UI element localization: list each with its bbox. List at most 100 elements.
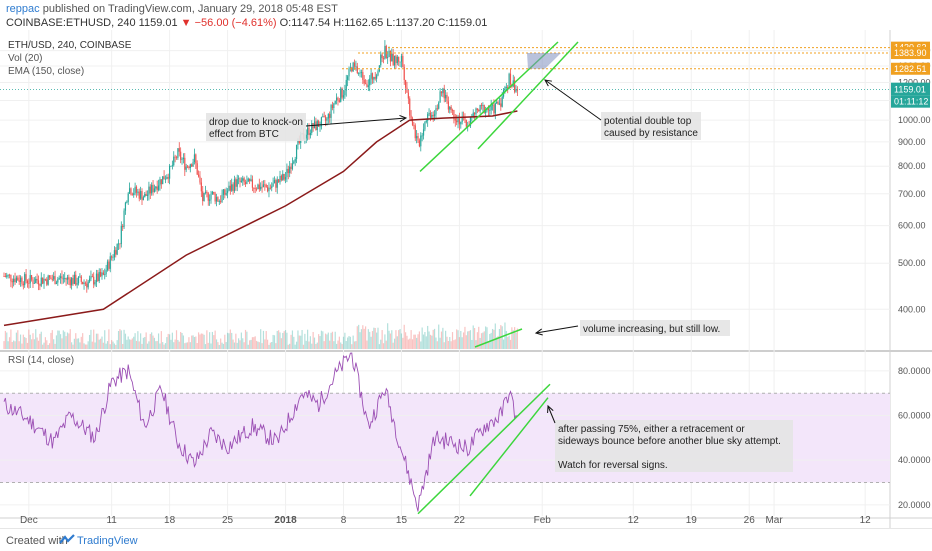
volume-bar — [137, 331, 139, 349]
volume-bar — [373, 327, 375, 349]
candle-body — [387, 56, 389, 58]
volume-note-box — [580, 320, 730, 336]
volume-bar — [335, 343, 338, 349]
volume-bar — [391, 330, 393, 349]
candle-body — [494, 103, 496, 114]
volume-bar — [71, 342, 73, 349]
candle-body — [395, 55, 397, 64]
volume-bar — [338, 336, 340, 349]
volume-bar — [472, 325, 474, 349]
candle-body — [294, 159, 296, 162]
volume-bar — [247, 344, 249, 349]
volume-bar — [382, 343, 385, 349]
volume-bar — [116, 340, 118, 349]
volume-bar — [174, 339, 176, 349]
candle-body — [278, 179, 280, 183]
drop-note-text: effect from BTC — [209, 129, 279, 140]
volume-bar — [293, 336, 295, 349]
candle-body — [311, 123, 313, 133]
volume-bar — [407, 339, 409, 349]
candle-body — [440, 91, 443, 94]
candle-body — [322, 116, 324, 118]
volume-bar — [17, 330, 19, 349]
candle-body — [17, 277, 19, 281]
change-value: ▼ −56.00 (−4.61%) — [180, 17, 277, 29]
volume-bar — [80, 336, 82, 349]
volume-bar — [457, 330, 459, 349]
volume-bar — [509, 339, 512, 349]
candle-body — [137, 191, 139, 193]
chart-canvas[interactable]: Dec 11 18 25 2018 8 15 22 Feb 12 19 26 Mar 12 400.00 50… — [0, 30, 932, 528]
candle-body — [101, 272, 103, 277]
rsi-note-text: Watch for reversal signs. — [558, 460, 668, 471]
tradingview-brand-link[interactable]: TradingView — [77, 535, 138, 547]
candle-body — [493, 104, 495, 114]
volume-bar — [453, 340, 455, 349]
candle-body — [388, 50, 390, 57]
volume-note-text: volume increasing, but still low. — [583, 324, 720, 335]
candle-body — [396, 56, 398, 64]
candle-body — [233, 179, 236, 192]
x-tick-label: 8 — [341, 515, 347, 526]
candle-body — [95, 273, 98, 283]
volume-bar — [191, 335, 193, 349]
candle-body — [275, 180, 277, 188]
candle-body — [87, 281, 89, 288]
candle-body — [171, 165, 173, 167]
volume-bar — [480, 333, 483, 349]
volume-bar — [300, 335, 302, 349]
candle-body — [451, 110, 454, 111]
volume-bar — [297, 330, 299, 349]
rsi-note-box — [555, 420, 793, 472]
candle-body — [57, 279, 59, 283]
volume-bar — [474, 328, 476, 349]
volume-bar — [166, 337, 168, 349]
candle-body — [246, 181, 248, 185]
ema-line — [3, 110, 518, 327]
candle-body — [457, 118, 459, 123]
candle-body — [418, 140, 420, 147]
candle-body — [6, 275, 8, 277]
volume-bar — [404, 332, 407, 349]
volume-bar — [75, 333, 77, 349]
candle-body — [235, 179, 237, 187]
volume-bar — [55, 335, 58, 349]
volume-bar — [420, 341, 422, 349]
author-link[interactable]: reppac — [6, 3, 40, 15]
candle-body — [258, 184, 260, 190]
volume-bar — [98, 339, 100, 349]
volume-bar — [255, 340, 258, 349]
candle-body — [109, 256, 111, 269]
volume-bar — [131, 338, 133, 349]
candle-body — [72, 277, 74, 284]
volume-bar — [464, 326, 466, 349]
candle-body — [131, 194, 133, 196]
candle-body — [14, 278, 16, 283]
volume-bar — [133, 336, 135, 349]
candle-body — [324, 116, 327, 121]
candle-body — [185, 166, 187, 170]
volume-bar — [483, 331, 485, 349]
volume-bar — [232, 339, 234, 349]
volume-bar — [403, 324, 405, 349]
candle-body — [297, 140, 299, 145]
volume-bar — [130, 339, 132, 349]
volume-bar — [113, 343, 116, 349]
candle-body — [22, 283, 24, 286]
drop-arrow — [305, 117, 407, 127]
x-tick-label: 19 — [686, 515, 698, 526]
volume-bar — [351, 344, 353, 349]
volume-bar — [50, 332, 52, 349]
volume-bar — [378, 344, 380, 349]
candle-body — [73, 274, 75, 284]
volume-bar — [25, 337, 27, 349]
volume-bar — [417, 334, 419, 349]
candle-body — [461, 116, 463, 122]
candle-body — [407, 92, 409, 99]
volume-bar — [512, 330, 514, 349]
volume-bar — [189, 342, 191, 349]
candle-body — [102, 272, 104, 275]
volume-bar — [82, 333, 84, 349]
publish-line: reppac published on TradingView.com, Jan… — [6, 3, 338, 15]
volume-bar — [250, 339, 252, 349]
